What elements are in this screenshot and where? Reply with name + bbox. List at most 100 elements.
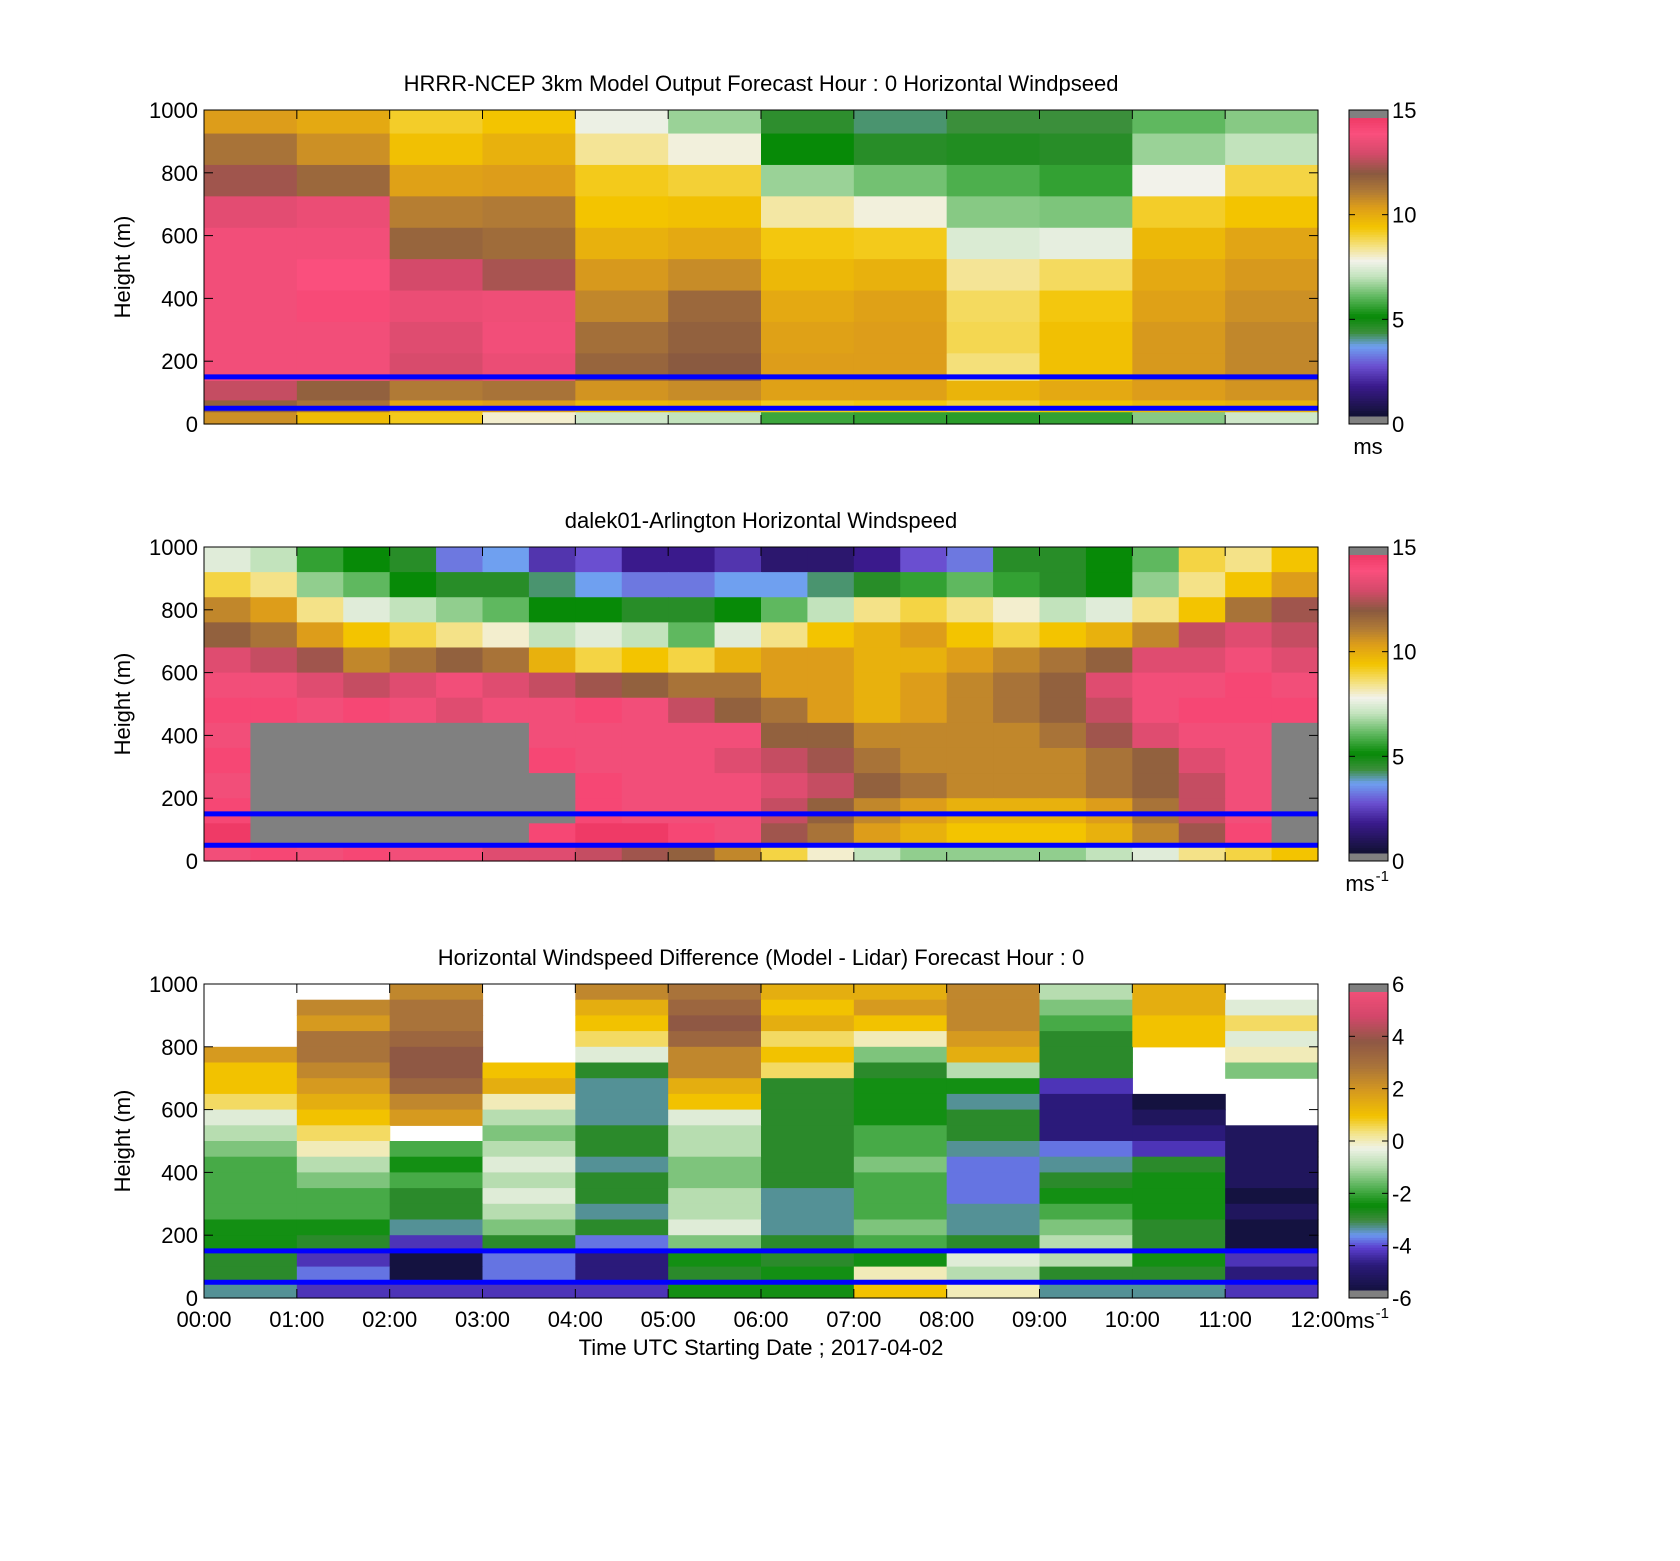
colorbar-step	[1349, 167, 1388, 171]
heatmap-cell	[1225, 1172, 1319, 1189]
heatmap-cell	[761, 227, 855, 260]
heatmap-cell	[436, 798, 484, 824]
x-tick-label: 09:00	[1012, 1307, 1067, 1332]
heatmap-cell	[621, 773, 669, 799]
heatmap-cell	[853, 798, 901, 824]
colorbar-step	[1349, 1091, 1388, 1095]
heatmap-cell	[482, 1093, 576, 1111]
colorbar-step	[1349, 1272, 1388, 1276]
heatmap-cell	[482, 412, 576, 425]
heatmap-cell	[1132, 984, 1226, 1001]
heatmap-cell	[389, 1156, 484, 1173]
heatmap-cell	[946, 1172, 1041, 1189]
colorbar-step	[1349, 132, 1388, 136]
heatmap-cell	[1225, 1188, 1319, 1205]
heatmap-cell	[1132, 1266, 1226, 1283]
heatmap-cell	[389, 1250, 484, 1268]
colorbar-step	[1349, 1282, 1388, 1286]
heatmap-cell	[296, 823, 344, 845]
heatmap-cell	[482, 622, 530, 649]
heatmap-cell	[482, 798, 530, 824]
colorbar-step	[1349, 388, 1388, 392]
heatmap-cell	[482, 1062, 576, 1079]
colorbar-step	[1349, 691, 1388, 695]
colorbar-step	[1349, 1029, 1388, 1033]
colorbar-step	[1349, 557, 1388, 561]
heatmap-cell	[1271, 547, 1319, 573]
heatmap-cell	[946, 1062, 1041, 1079]
heatmap-cell	[993, 823, 1041, 845]
colorbar-step	[1349, 773, 1388, 777]
heatmap-cell	[296, 747, 344, 774]
colorbar-step	[1349, 1108, 1388, 1112]
heatmap-cell	[761, 1109, 855, 1126]
heatmap-cell	[528, 773, 576, 799]
heatmap-cell	[575, 843, 623, 862]
heatmap-cell	[1039, 722, 1087, 749]
heatmap-cell	[714, 747, 762, 774]
heatmap-cell	[204, 697, 252, 724]
colorbar-step	[1349, 1064, 1388, 1067]
heatmap-cell	[1225, 290, 1319, 323]
heatmap-cell	[900, 597, 948, 623]
colorbar-step	[1349, 686, 1388, 690]
heatmap-cell	[621, 697, 669, 724]
colorbar-step	[1349, 1021, 1388, 1025]
heatmap-cell	[761, 843, 809, 862]
colorbar-step	[1349, 800, 1388, 804]
heatmap-cell	[1178, 697, 1226, 724]
heatmap-cell	[528, 843, 576, 862]
heatmap-cell	[946, 1015, 1041, 1032]
heatmap-cell	[853, 164, 948, 197]
heatmap-cell	[389, 773, 437, 799]
heatmap-cell	[1132, 1235, 1226, 1252]
heatmap-cell	[946, 547, 994, 573]
colorbar-step	[1349, 321, 1388, 325]
heatmap-cell	[389, 110, 484, 135]
heatmap-cell	[761, 597, 809, 623]
heatmap-cell	[389, 1093, 484, 1111]
colorbar-step	[1349, 592, 1388, 596]
heatmap-cell	[993, 547, 1041, 573]
heatmap-cell	[482, 1109, 576, 1126]
heatmap-cell	[1039, 547, 1087, 573]
heatmap-cell	[575, 227, 669, 260]
colorbar-step	[1349, 641, 1388, 645]
heatmap-cell	[250, 672, 298, 699]
heatmap-cell	[621, 622, 669, 649]
colorbar-tick-label: 10	[1392, 640, 1416, 665]
heatmap-cell	[1039, 196, 1133, 229]
x-tick-label: 11:00	[1198, 1307, 1251, 1332]
colorbar-step	[1349, 232, 1388, 236]
y-tick-label: 800	[161, 598, 198, 623]
colorbar-step	[1349, 264, 1388, 268]
heatmap-cells	[204, 110, 1319, 425]
colorbar-step	[1349, 361, 1388, 365]
colorbar-step	[1349, 373, 1388, 377]
heatmap-cell	[853, 1015, 948, 1032]
heatmap-cell	[1132, 1109, 1226, 1126]
heatmap-cell	[1132, 798, 1180, 824]
colorbar-step	[1349, 175, 1388, 179]
heatmap-cell	[1132, 823, 1180, 845]
heatmap-cell	[1039, 227, 1133, 260]
colorbar-step	[1349, 790, 1388, 794]
colorbar-step	[1349, 1016, 1388, 1020]
colorbar-step	[1349, 756, 1388, 760]
heatmap-cell	[1085, 622, 1133, 649]
colorbar-step	[1349, 1220, 1388, 1224]
heatmap-cell	[668, 1046, 762, 1064]
heatmap-cell	[204, 110, 298, 135]
colorbar-step	[1349, 1039, 1388, 1043]
colorbar-step	[1349, 624, 1388, 628]
colorbar-step	[1349, 808, 1388, 812]
colorbar-step	[1349, 555, 1388, 558]
heatmap-cell	[1225, 597, 1273, 623]
heatmap-cell	[389, 1282, 484, 1299]
heatmap-cell	[1039, 321, 1133, 354]
heatmap-cell	[389, 798, 437, 824]
colorbar-step	[1349, 999, 1388, 1003]
heatmap-cell	[482, 1156, 576, 1173]
heatmap-cell	[575, 412, 669, 425]
heatmap-cell	[668, 1015, 762, 1032]
